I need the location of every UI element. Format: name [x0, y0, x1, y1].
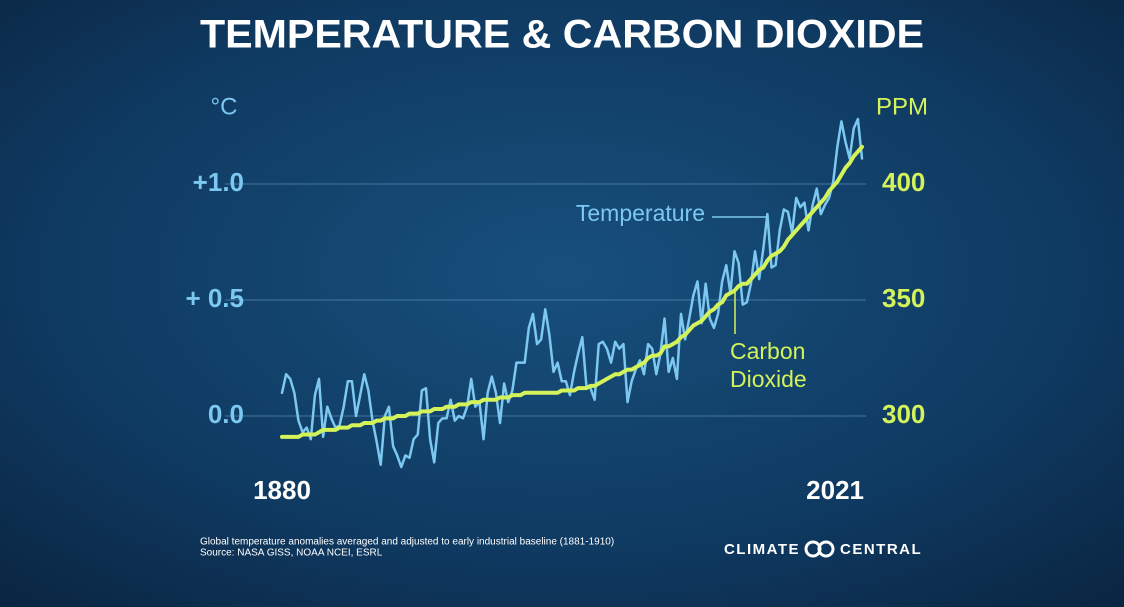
note: Global temperature anomalies averaged an…	[200, 537, 614, 548]
logo-text: CLIMATE	[724, 541, 800, 558]
y-tick-label: + 0.5	[185, 283, 244, 313]
source: Source: NASA GISS, NOAA NCEI, ESRL	[200, 548, 383, 559]
chart-title: TEMPERATURE & CARBON DIOXIDE	[200, 13, 924, 57]
x-tick-label: 1880	[253, 475, 311, 505]
x-tick-label: 2021	[806, 475, 864, 505]
logo-circle	[817, 540, 835, 558]
series-line	[280, 117, 864, 469]
legend-label: Temperature	[576, 200, 705, 226]
logo-mark	[804, 540, 835, 558]
y-tick-label: +1.0	[193, 167, 244, 197]
y2-tick-label: 300	[882, 399, 925, 429]
y2-axis-label: PPM	[876, 93, 928, 120]
y2-tick-label: 350	[882, 283, 925, 313]
logo-text: CENTRAL	[840, 541, 922, 558]
y2-tick-label: 400	[882, 167, 925, 197]
y-axis-label: °C	[211, 93, 238, 120]
y-tick-label: 0.0	[208, 399, 244, 429]
legend-label: Carbon Dioxide	[730, 338, 807, 392]
series-line	[280, 144, 864, 439]
